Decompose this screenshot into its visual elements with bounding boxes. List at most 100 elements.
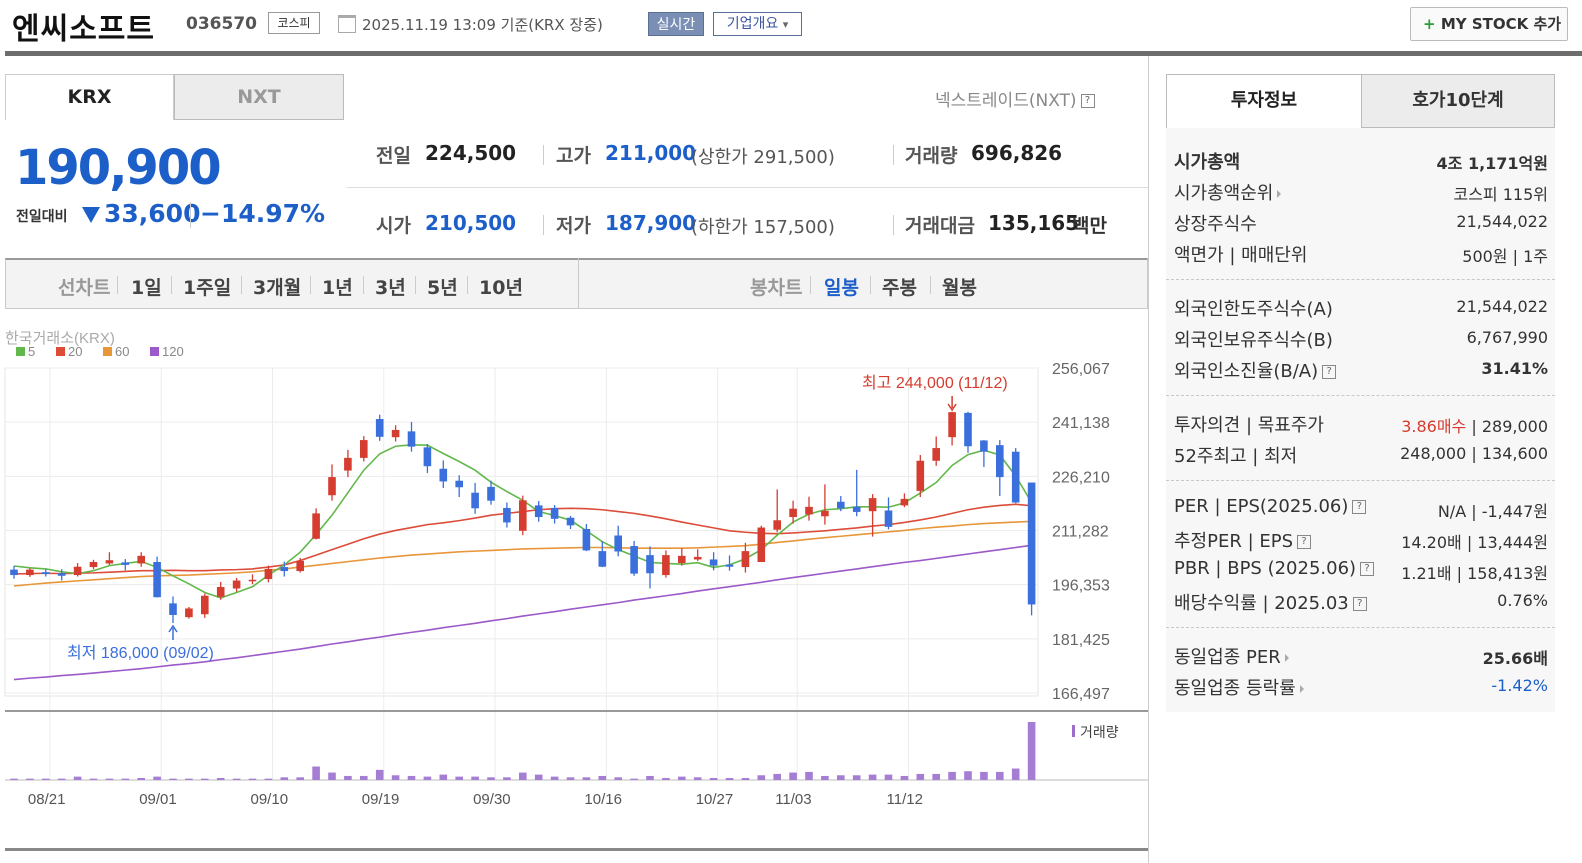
volume-bar [89,778,98,780]
divider [241,276,242,294]
candle-body [868,498,877,512]
volume-bar [375,769,384,780]
candle-body [375,419,384,437]
volume-bar [773,773,781,780]
volume-bar [1027,722,1036,780]
period-1y[interactable]: 1년 [322,277,353,299]
add-mystock-button[interactable]: + MY STOCK 추가 [1410,7,1568,41]
volume-bar [42,778,50,780]
candle-weekly[interactable]: 주봉 [882,277,917,299]
market-cap-rank-label: 시가총액순위 [1174,183,1274,204]
candle-daily[interactable]: 일봉 [824,277,859,299]
tab-hoga-10[interactable]: 호가10단계 [1361,74,1555,128]
candle-body [455,480,463,488]
candle-body [662,555,670,576]
est-per-row: 추정PER | EPS? [1174,527,1312,553]
volume-bar [884,774,893,780]
candle-body [598,551,607,567]
help-icon[interactable]: ? [1322,365,1337,379]
volume-bar [185,778,193,780]
caret-right-icon [1277,190,1282,198]
help-icon[interactable]: ? [1297,535,1312,549]
volume-bar [614,777,622,780]
period-1w[interactable]: 1주일 [183,277,232,299]
period-3m[interactable]: 3개월 [253,277,302,299]
foreign-ratio-row: 외국인소진율(B/A)? [1174,357,1337,383]
high-value: 211,000 [605,141,697,165]
candle-body [216,587,225,597]
candle-body [678,555,686,564]
market-badge: 코스피 [268,12,320,34]
high-label: 고가 [556,145,591,167]
tab-krx[interactable]: KRX [5,74,174,120]
volume-bar [662,777,670,780]
volume-bars [10,722,1075,780]
volume-bar [169,778,177,780]
chart-legend: 5 20 60 120 [16,344,184,359]
period-10y[interactable]: 10년 [479,277,523,299]
market-cap-value: 4조 1,171억원 [1436,154,1548,173]
candle-body [121,562,130,565]
help-icon[interactable]: ? [1360,562,1375,576]
sector-per-link[interactable]: 동일업종 PER [1174,643,1289,669]
divider [171,276,172,294]
divider [415,276,416,294]
volume-bar [741,777,750,780]
amount-unit: 백만 [1072,215,1107,237]
divider [810,276,811,294]
volume-bar [344,775,352,780]
dividend-label: 배당수익률 | 2025.03 [1174,593,1349,614]
period-5y[interactable]: 5년 [427,277,458,299]
volume-bar [201,778,209,780]
price-chart[interactable]: 한국거래소(KRX) 5 20 60 120 최고 244,000 (11/12) 최… [0,320,1148,830]
upper-limit: (상한가 291,500) [691,147,835,168]
opinion-value: 3.86매수 [1401,417,1467,436]
legend-swatch [103,347,112,356]
company-overview-dropdown[interactable]: 기업개요 ▾ [713,12,802,36]
candle-body [630,546,638,574]
period-1d[interactable]: 1일 [131,277,162,299]
opinion-label: 투자의견 | 목표주가 [1174,415,1324,436]
candle-body [646,555,654,574]
x-tick-label: 09/01 [139,791,177,808]
candle-body [89,562,98,568]
stock-code: 036570 [186,14,257,34]
candle-body [519,500,527,531]
x-tick-label: 10/27 [696,791,734,808]
candle-body [964,412,972,447]
volume-bar [105,778,114,780]
volume-bar [137,777,145,780]
help-icon[interactable]: ? [1080,94,1095,108]
sector-change-label: 동일업종 등락률 [1174,678,1296,699]
candle-body [693,556,702,560]
volume-bar [312,766,320,780]
chart-annotations: 최고 244,000 (11/12) 최저 186,000 (09/02) [67,374,1008,662]
candle-body [1011,451,1020,503]
candle-body [996,445,1004,478]
tab-nxt[interactable]: NXT [174,74,344,120]
tab-invest-info[interactable]: 투자정보 [1166,74,1362,128]
foreign-holding-value: 6,767,990 [1466,328,1548,347]
volume-bar [471,776,479,780]
chart-title: 한국거래소(KRX) [5,330,115,347]
sector-change-link[interactable]: 동일업종 등락률 [1174,674,1304,700]
divider [117,276,118,294]
help-icon[interactable]: ? [1352,597,1367,611]
par-value-label: 액면가 | 매매단위 [1174,245,1308,266]
volume-bar [439,774,448,780]
period-3y[interactable]: 3년 [375,277,406,299]
y-tick-label: 181,425 [1052,632,1110,649]
dividend-value: 0.76% [1497,591,1548,610]
market-cap-rank-link[interactable]: 시가총액순위 [1174,179,1282,205]
prev-close-value: 224,500 [425,141,517,165]
candle-body [534,505,543,518]
candle-monthly[interactable]: 월봉 [942,277,977,299]
x-tick-label: 11/12 [887,791,923,808]
help-icon[interactable]: ? [1352,500,1367,514]
realtime-button[interactable]: 실시간 [648,12,704,36]
mystock-label: MY STOCK 추가 [1440,15,1562,33]
nxt-info-link[interactable]: 넥스트레이드(NXT)? [935,86,1095,111]
prev-compare-label: 전일대비 [16,209,68,225]
legend-label: 120 [162,344,184,359]
panel-divider [1148,56,1149,863]
